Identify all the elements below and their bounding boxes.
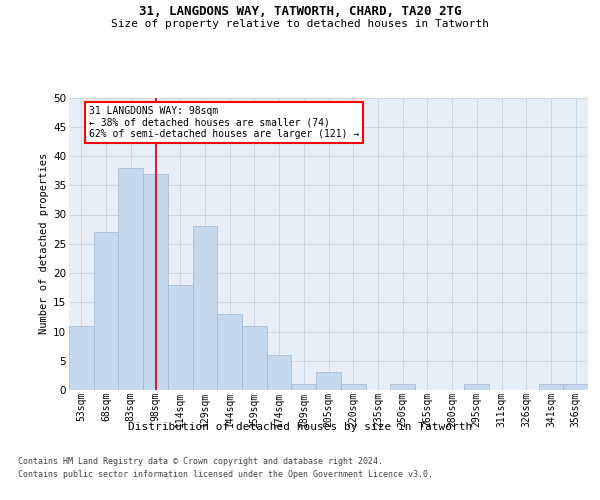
Bar bbox=[563, 384, 588, 390]
Text: 31 LANGDONS WAY: 98sqm
← 38% of detached houses are smaller (74)
62% of semi-det: 31 LANGDONS WAY: 98sqm ← 38% of detached… bbox=[89, 106, 359, 140]
Bar bbox=[168, 284, 193, 390]
Bar bbox=[390, 384, 415, 390]
Bar bbox=[94, 232, 118, 390]
Text: 31, LANGDONS WAY, TATWORTH, CHARD, TA20 2TG: 31, LANGDONS WAY, TATWORTH, CHARD, TA20 … bbox=[139, 5, 461, 18]
Bar bbox=[267, 355, 292, 390]
Bar bbox=[292, 384, 316, 390]
Bar bbox=[143, 174, 168, 390]
Bar bbox=[464, 384, 489, 390]
Bar bbox=[193, 226, 217, 390]
Bar bbox=[217, 314, 242, 390]
Y-axis label: Number of detached properties: Number of detached properties bbox=[39, 153, 49, 334]
Bar bbox=[539, 384, 563, 390]
Text: Contains public sector information licensed under the Open Government Licence v3: Contains public sector information licen… bbox=[18, 470, 433, 479]
Text: Contains HM Land Registry data © Crown copyright and database right 2024.: Contains HM Land Registry data © Crown c… bbox=[18, 458, 383, 466]
Bar bbox=[118, 168, 143, 390]
Text: Size of property relative to detached houses in Tatworth: Size of property relative to detached ho… bbox=[111, 19, 489, 29]
Bar bbox=[316, 372, 341, 390]
Text: Distribution of detached houses by size in Tatworth: Distribution of detached houses by size … bbox=[128, 422, 472, 432]
Bar bbox=[341, 384, 365, 390]
Bar bbox=[242, 326, 267, 390]
Bar bbox=[69, 326, 94, 390]
